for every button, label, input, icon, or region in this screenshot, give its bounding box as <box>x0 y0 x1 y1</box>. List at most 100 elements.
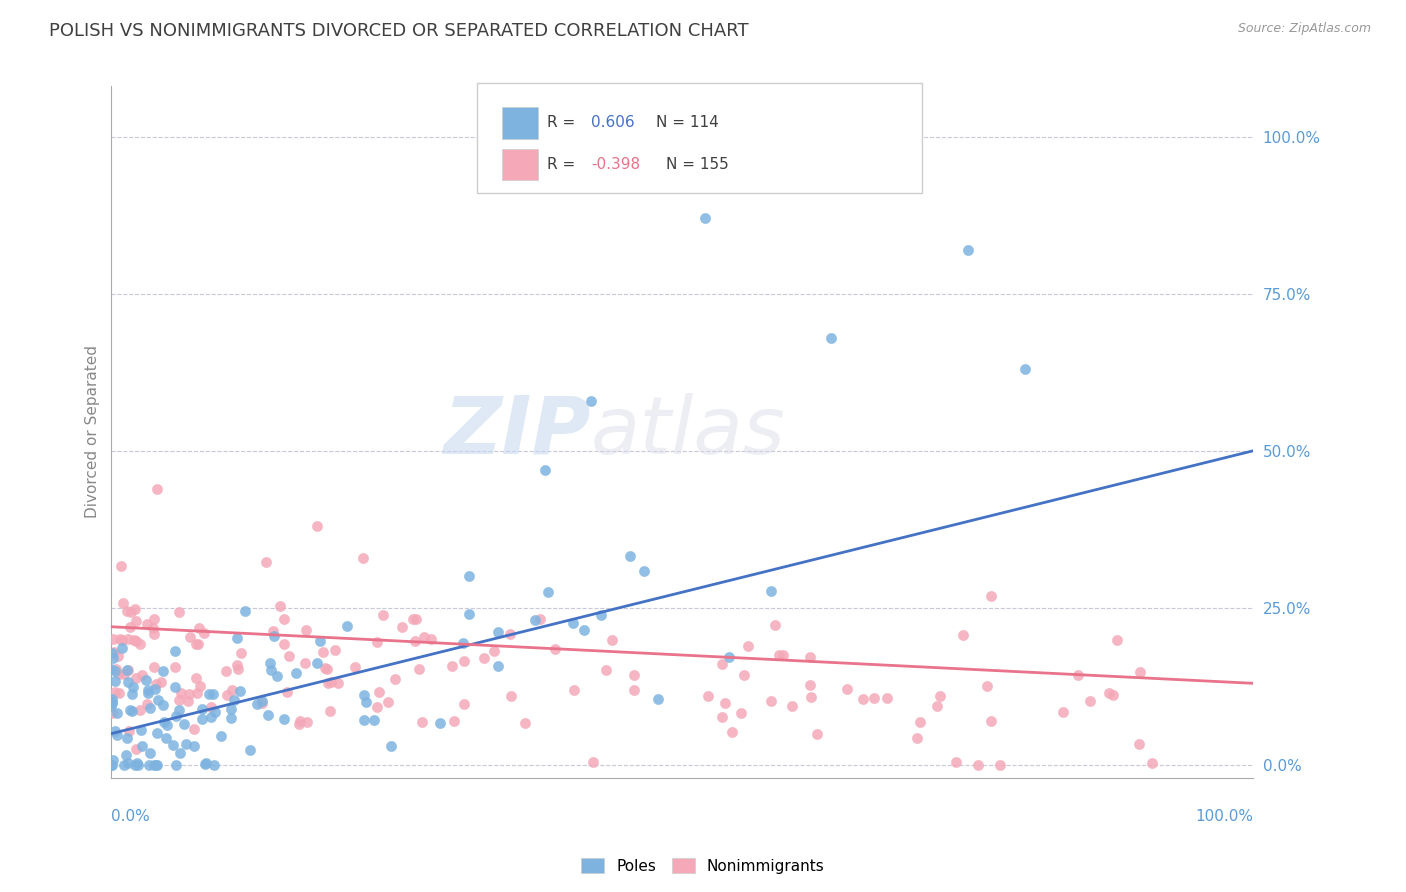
Point <box>145 758 167 772</box>
Point <box>163 660 186 674</box>
Point <box>104 685 127 699</box>
Point <box>239 743 262 757</box>
Point <box>405 611 427 625</box>
Point <box>366 635 388 649</box>
Point <box>179 630 201 644</box>
Point <box>217 688 239 702</box>
Point <box>125 614 148 628</box>
Point <box>453 697 475 711</box>
Point <box>121 687 143 701</box>
Point <box>768 648 790 662</box>
Point <box>200 710 222 724</box>
Point <box>195 756 218 770</box>
Point <box>105 706 128 720</box>
Point <box>136 698 159 712</box>
Point <box>117 675 139 690</box>
Point <box>115 747 138 762</box>
Point <box>183 739 205 753</box>
Point <box>131 739 153 753</box>
Point <box>146 482 169 496</box>
Text: -0.398: -0.398 <box>591 157 640 172</box>
Point <box>988 758 1011 772</box>
Point <box>145 681 167 696</box>
Point <box>125 633 148 648</box>
Point <box>323 643 346 657</box>
Point <box>209 729 232 743</box>
Point <box>980 589 1002 603</box>
Point <box>820 331 842 345</box>
Point <box>524 613 547 627</box>
FancyBboxPatch shape <box>502 149 538 180</box>
Point <box>276 684 298 698</box>
Point <box>117 756 139 770</box>
Point <box>440 658 463 673</box>
Point <box>121 704 143 718</box>
Point <box>1101 688 1123 702</box>
Point <box>1140 756 1163 771</box>
Point <box>252 694 274 708</box>
Point <box>486 659 509 673</box>
Point <box>529 612 551 626</box>
Point <box>155 718 177 732</box>
Point <box>100 662 122 676</box>
Point <box>100 698 122 713</box>
Point <box>343 660 366 674</box>
Point <box>600 632 623 647</box>
Point <box>976 679 998 693</box>
Point <box>453 654 475 668</box>
Point <box>215 665 238 679</box>
Point <box>499 627 522 641</box>
Point <box>534 463 557 477</box>
Point <box>367 685 389 699</box>
Point <box>129 723 152 737</box>
Point <box>165 644 187 658</box>
Point <box>273 712 295 726</box>
Point <box>316 676 339 690</box>
Point <box>354 695 377 709</box>
Point <box>152 665 174 679</box>
Point <box>142 612 165 626</box>
Point <box>285 666 308 681</box>
Point <box>472 651 495 665</box>
Point <box>186 637 208 651</box>
Point <box>391 620 413 634</box>
Point <box>136 685 159 699</box>
Text: R =: R = <box>547 115 581 130</box>
Point <box>925 699 948 714</box>
Point <box>146 693 169 707</box>
Point <box>221 682 243 697</box>
Point <box>537 584 560 599</box>
Point <box>384 672 406 686</box>
Point <box>136 682 159 697</box>
Text: ZIP: ZIP <box>443 393 591 471</box>
Point <box>980 714 1002 728</box>
Point <box>100 692 122 706</box>
Point <box>103 645 125 659</box>
Point <box>295 714 318 729</box>
Point <box>273 637 295 651</box>
Point <box>1014 362 1036 376</box>
Point <box>595 663 617 677</box>
Point <box>184 672 207 686</box>
Point <box>146 726 169 740</box>
Point <box>105 728 128 742</box>
Point <box>363 713 385 727</box>
Point <box>104 723 127 738</box>
Point <box>165 709 187 723</box>
Point <box>806 727 828 741</box>
Point <box>118 703 141 717</box>
Point <box>759 694 782 708</box>
Point <box>929 689 952 703</box>
Point <box>129 703 152 717</box>
Point <box>136 617 159 632</box>
Point <box>186 686 208 700</box>
Point <box>112 758 135 772</box>
Point <box>100 695 122 709</box>
Point <box>179 687 201 701</box>
Point <box>633 564 655 578</box>
Point <box>163 680 186 694</box>
Point <box>101 758 124 772</box>
Point <box>229 646 252 660</box>
Point <box>202 687 225 701</box>
Point <box>131 668 153 682</box>
